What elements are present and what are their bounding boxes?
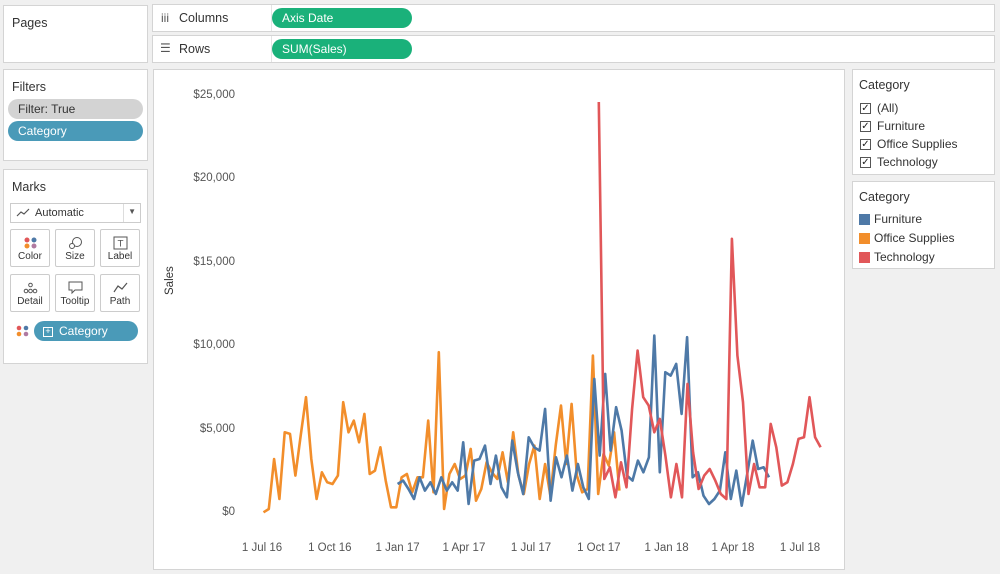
legend-label-furniture[interactable]: Furniture [874,212,923,226]
path-button[interactable]: Path [100,274,140,312]
mark-type-dropdown[interactable]: Automatic ▼ [10,203,141,223]
tooltip-icon [68,281,83,295]
x-tick-label: 1 Apr 18 [711,542,755,554]
line-chart[interactable] [154,70,844,569]
y-tick-label: $20,000 [193,172,235,185]
y-tick-label: $5,000 [199,422,235,435]
detail-button[interactable]: Detail [10,274,50,312]
color-legend[interactable]: Category Furniture Office Supplies Techn… [852,181,995,269]
mark-type-label: Automatic [35,207,84,219]
x-tick-label: 1 Jul 16 [241,542,283,554]
legend-label-office-supplies[interactable]: Office Supplies [874,231,955,245]
columns-label: Columns [179,11,229,25]
category-filter-card[interactable]: Category ✓ (All) ✓ Furniture ✓ Office Su… [852,69,995,175]
color-category-label: Category [59,324,108,338]
path-icon [113,282,128,293]
marks-panel[interactable]: Marks Automatic ▼ Color Size T Label D [3,169,148,364]
tooltip-label: Tooltip [60,296,90,307]
size-button[interactable]: Size [55,229,95,267]
checkbox-furniture-label[interactable]: Furniture [877,119,926,133]
checkbox-office-supplies-label[interactable]: Office Supplies [877,137,958,151]
x-tick-label: 1 Oct 16 [308,542,352,554]
checkbox-office-supplies[interactable]: ✓ [860,139,871,150]
checkbox-all[interactable]: ✓ [860,103,871,114]
y-tick-label: $10,000 [193,339,235,352]
filters-title: Filters [12,80,47,94]
x-tick-label: 1 Jan 17 [375,542,420,554]
path-label: Path [109,296,131,307]
series-line-technology[interactable] [597,101,822,501]
tooltip-button[interactable]: Tooltip [55,274,95,312]
marks-title: Marks [12,180,47,194]
detail-label: Detail [17,296,43,307]
view-canvas[interactable]: Sales $0 $5,000 $10,000 $15,000 $20,000 $25,0… [153,69,845,570]
color-icon [24,237,37,249]
legend-swatch-office-supplies [859,233,870,244]
label-label: Label [107,251,133,262]
pages-panel[interactable]: Pages [3,5,148,63]
rows-icon: ☰ [160,41,171,55]
rows-label: Rows [179,42,211,56]
x-tick-label: 1 Oct 17 [577,542,621,554]
y-tick-label: $0 [222,506,235,518]
x-tick-label: 1 Apr 17 [442,542,486,554]
dropdown-divider [123,204,124,222]
chevron-down-icon: ▼ [128,207,136,216]
legend-title: Category [859,190,910,204]
color-button[interactable]: Color [10,229,50,267]
columns-pill[interactable]: Axis Date [272,8,412,28]
category-filter-title: Category [859,78,910,92]
checkbox-all-label[interactable]: (All) [877,101,899,115]
detail-icon [23,282,38,294]
shelf-divider [271,5,272,31]
filter-pill-category[interactable]: Category [8,121,143,141]
series-line-furniture[interactable] [396,334,771,508]
color-encoding-icon [16,325,29,337]
filters-panel[interactable]: Filters Filter: True Category [3,69,148,161]
size-label: Size [65,251,85,262]
checkbox-technology-label[interactable]: Technology [877,155,938,169]
x-tick-label: 1 Jan 18 [644,542,689,554]
size-icon [69,237,82,249]
rows-pill[interactable]: SUM(Sales) [272,39,412,59]
expand-icon[interactable]: + [43,327,53,337]
label-button[interactable]: T Label [100,229,140,267]
shelf-divider [271,36,272,62]
columns-icon: iii [161,11,169,25]
x-tick-label: 1 Jul 18 [779,542,821,554]
x-tick-label: 1 Jul 17 [510,542,552,554]
series-line-office-supplies[interactable] [262,350,621,514]
line-mark-icon [16,208,30,217]
pages-title: Pages [12,16,48,30]
columns-shelf[interactable]: iii Columns Axis Date [152,4,995,32]
checkbox-technology[interactable]: ✓ [860,157,871,168]
legend-label-technology[interactable]: Technology [874,250,935,264]
y-tick-label: $25,000 [193,89,235,101]
checkbox-furniture[interactable]: ✓ [860,121,871,132]
rows-shelf[interactable]: ☰ Rows SUM(Sales) [152,35,995,63]
legend-swatch-technology [859,252,870,263]
legend-swatch-furniture [859,214,870,225]
filter-pill-true[interactable]: Filter: True [8,99,143,119]
color-label: Color [18,251,42,262]
y-tick-label: $15,000 [193,255,235,268]
svg-text:T: T [117,240,124,250]
text-label-icon: T [113,236,128,250]
color-category-pill[interactable]: + Category [34,321,138,341]
